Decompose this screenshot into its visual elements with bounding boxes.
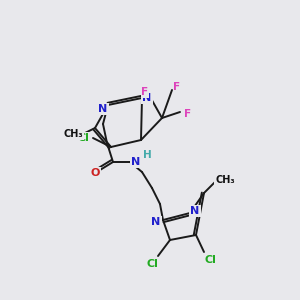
Text: F: F bbox=[173, 82, 181, 92]
Text: F: F bbox=[141, 87, 148, 97]
Text: O: O bbox=[90, 168, 100, 178]
Text: N: N bbox=[131, 157, 141, 167]
Text: N: N bbox=[142, 93, 152, 103]
Text: CH₃: CH₃ bbox=[63, 129, 83, 139]
Text: Cl: Cl bbox=[204, 255, 216, 265]
Text: CH₃: CH₃ bbox=[215, 175, 235, 185]
Text: F: F bbox=[184, 109, 192, 119]
Text: N: N bbox=[190, 206, 200, 216]
Text: Cl: Cl bbox=[77, 133, 89, 143]
Text: N: N bbox=[98, 104, 108, 114]
Text: N: N bbox=[152, 217, 160, 227]
Text: Cl: Cl bbox=[146, 259, 158, 269]
Text: H: H bbox=[142, 150, 152, 160]
